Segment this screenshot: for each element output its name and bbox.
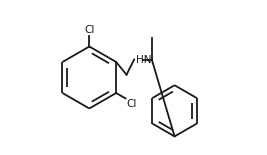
Text: Cl: Cl: [126, 99, 137, 109]
Text: HN: HN: [136, 55, 151, 64]
Text: Cl: Cl: [84, 25, 95, 35]
